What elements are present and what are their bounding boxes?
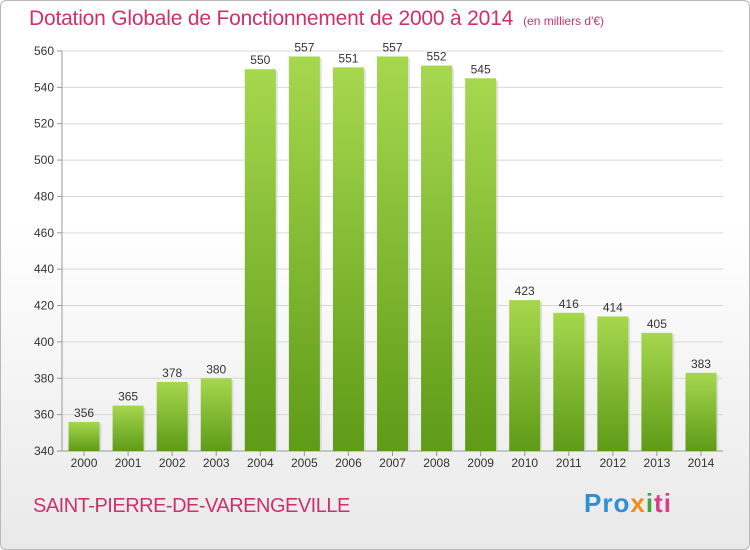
data-label: 356 — [74, 406, 94, 420]
x-tick-label: 2009 — [467, 456, 494, 470]
data-label: 378 — [162, 366, 182, 380]
x-tick-label: 2005 — [291, 456, 318, 470]
y-tick-label: 380 — [34, 371, 54, 385]
bar — [597, 316, 629, 451]
data-label: 557 — [382, 40, 402, 54]
x-tick-label: 2013 — [644, 456, 671, 470]
y-tick-label: 500 — [34, 153, 54, 167]
data-label: 414 — [603, 300, 623, 314]
chart-title-main: Dotation Globale de Fonctionnement de 20… — [29, 7, 514, 30]
chart-title-unit: (en milliers d'€) — [523, 14, 605, 28]
logo-part-4: ti — [654, 488, 672, 518]
x-tick-label: 2014 — [688, 456, 715, 470]
x-tick-label: 2008 — [423, 456, 450, 470]
y-tick-label: 440 — [34, 262, 54, 276]
data-label: 557 — [294, 40, 314, 54]
x-tick-label: 2002 — [159, 456, 186, 470]
bar — [509, 300, 541, 451]
logo-part-1: Pro — [584, 488, 631, 518]
data-label: 552 — [427, 50, 447, 64]
x-tick-label: 2011 — [556, 456, 582, 470]
bar — [244, 69, 276, 451]
bar — [465, 78, 497, 451]
city-name: SAINT-PIERRE-DE-VARENGEVILLE — [33, 495, 350, 517]
bar — [112, 405, 144, 451]
data-label: 416 — [559, 297, 579, 311]
data-label: 423 — [515, 284, 535, 298]
bar — [377, 56, 408, 452]
y-tick-label: 340 — [34, 444, 54, 458]
y-tick-label: 420 — [34, 299, 54, 313]
y-tick-label: 520 — [34, 117, 54, 131]
logo-part-2: x — [630, 488, 646, 518]
bar — [68, 421, 100, 451]
bar — [156, 381, 188, 451]
data-label: 405 — [647, 317, 667, 331]
y-tick-label: 460 — [34, 226, 54, 240]
data-label: 380 — [206, 362, 226, 376]
x-tick-label: 2003 — [203, 456, 230, 470]
bar — [553, 312, 585, 451]
y-tick-label: 480 — [34, 189, 54, 203]
data-label: 551 — [338, 51, 358, 65]
x-tick-label: 2012 — [599, 456, 626, 470]
x-tick-label: 2000 — [71, 456, 98, 470]
data-label: 545 — [471, 62, 491, 76]
data-label: 365 — [118, 390, 138, 404]
bar — [421, 65, 453, 451]
proxiti-logo: Proxiti — [584, 488, 672, 519]
bar — [288, 56, 320, 452]
bar — [685, 372, 717, 451]
x-tick-label: 2006 — [335, 456, 362, 470]
x-tick-label: 2001 — [115, 456, 142, 470]
x-tick-label: 2004 — [247, 456, 274, 470]
y-tick-label: 400 — [34, 335, 54, 349]
data-label: 383 — [691, 357, 711, 371]
x-tick-label: 2010 — [511, 456, 538, 470]
logo-part-3: i — [645, 488, 655, 518]
y-tick-label: 540 — [34, 80, 54, 94]
y-tick-label: 560 — [34, 44, 54, 58]
bar — [332, 67, 364, 451]
x-tick-label: 2007 — [379, 456, 406, 470]
chart-title: Dotation Globale de Fonctionnement de 20… — [29, 7, 604, 31]
bar — [641, 332, 673, 451]
bar — [200, 378, 232, 451]
data-label: 550 — [250, 53, 270, 67]
y-tick-label: 360 — [34, 408, 54, 422]
